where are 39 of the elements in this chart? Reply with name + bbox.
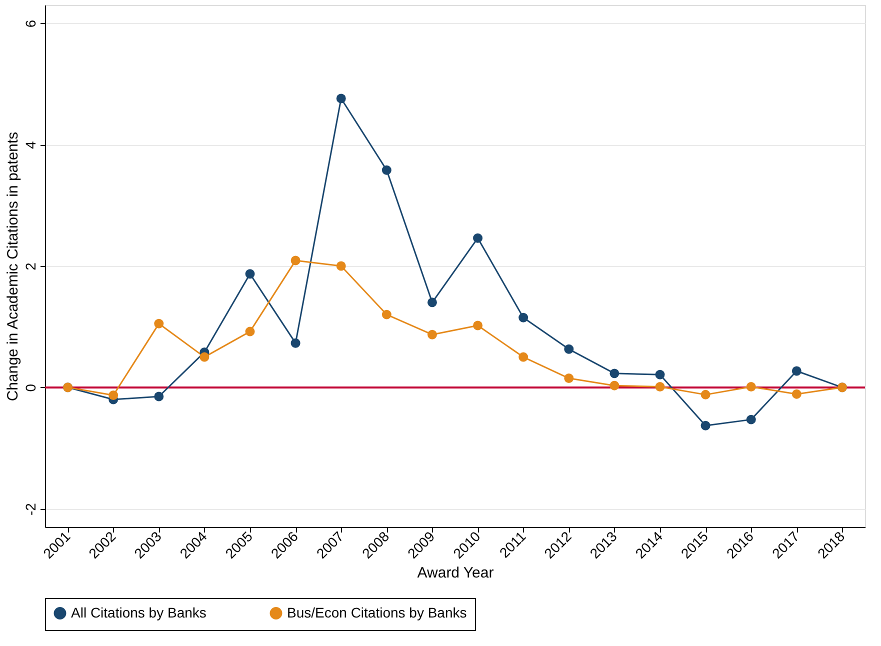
y-axis-title: Change in Academic Citations in patents xyxy=(4,132,22,402)
point xyxy=(792,389,802,399)
point xyxy=(108,390,118,400)
point xyxy=(336,261,346,271)
point xyxy=(564,374,574,384)
point xyxy=(564,344,574,354)
point xyxy=(336,94,346,104)
point xyxy=(746,382,756,392)
point xyxy=(700,420,710,430)
point xyxy=(290,256,300,266)
point xyxy=(154,318,164,328)
point xyxy=(746,414,756,424)
point xyxy=(655,370,665,380)
y-tick-label: 0 xyxy=(22,384,38,392)
point xyxy=(792,366,802,376)
y-tick-label: -2 xyxy=(22,502,38,516)
point xyxy=(610,380,620,390)
point xyxy=(518,312,528,322)
point xyxy=(700,390,710,400)
point xyxy=(290,338,300,348)
point xyxy=(382,310,392,320)
y-tick-label: 2 xyxy=(22,262,38,270)
point xyxy=(200,352,210,362)
point xyxy=(245,326,255,336)
x-axis-title: Award Year xyxy=(417,564,494,582)
y-tick-label: 4 xyxy=(22,141,38,150)
legend-label: All Citations by Banks xyxy=(71,604,206,620)
point xyxy=(382,165,392,175)
legend-label: Bus/Econ Citations by Banks xyxy=(287,604,467,620)
point xyxy=(655,382,665,392)
point xyxy=(245,269,255,279)
point xyxy=(154,392,164,402)
point xyxy=(427,298,437,308)
point xyxy=(427,330,437,340)
point xyxy=(473,320,483,330)
point xyxy=(473,233,483,243)
point xyxy=(610,368,620,378)
y-tick-label: 6 xyxy=(22,20,38,28)
point xyxy=(518,352,528,362)
